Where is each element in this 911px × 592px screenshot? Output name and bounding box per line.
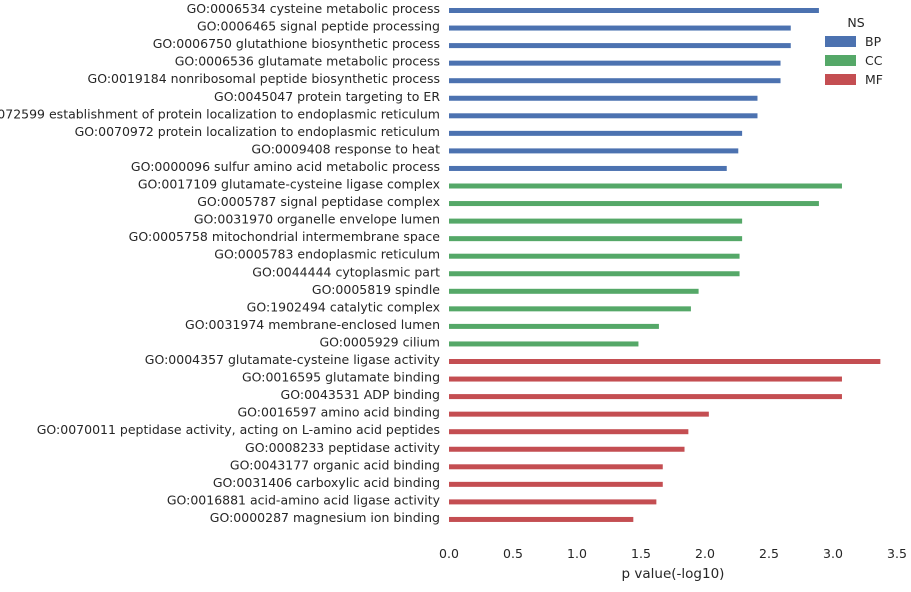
category-label: GO:0031974 membrane-enclosed lumen xyxy=(185,317,440,332)
bar-cc-17 xyxy=(449,306,691,312)
category-label: GO:0005758 mitochondrial intermembrane s… xyxy=(129,229,441,244)
category-label: GO:0031970 organelle envelope lumen xyxy=(194,212,440,227)
bar-bp-0 xyxy=(449,8,819,13)
category-labels: GO:0006534 cysteine metabolic process GO:… xyxy=(0,1,441,525)
bar-bp-1 xyxy=(449,25,791,31)
bar-bp-7 xyxy=(449,130,743,136)
x-tick-label: 0.5 xyxy=(503,546,523,561)
bar-mf-28 xyxy=(449,499,657,505)
bar-cc-10 xyxy=(449,183,842,189)
legend-swatch-bp xyxy=(825,36,856,47)
category-label: GO:0072599 establishment of protein loca… xyxy=(0,106,440,121)
category-label: GO:0016595 glutamate binding xyxy=(242,370,440,385)
bar-bp-4 xyxy=(449,78,781,84)
bar-bp-5 xyxy=(449,95,758,101)
category-label: GO:0016881 acid-amino acid ligase activi… xyxy=(167,492,441,507)
bar-cc-12 xyxy=(449,218,743,224)
category-label: GO:0017109 glutamate-cysteine ligase com… xyxy=(138,177,440,192)
bar-bp-8 xyxy=(449,148,739,154)
category-label: GO:0043531 ADP binding xyxy=(281,387,440,402)
category-label: GO:0006750 glutathione biosynthetic proc… xyxy=(153,36,440,51)
category-label: GO:0045047 protein targeting to ER xyxy=(214,89,440,104)
legend-items: BP CC MF xyxy=(825,34,883,87)
category-label: GO:1902494 catalytic complex xyxy=(247,299,440,314)
bar-mf-27 xyxy=(449,481,663,487)
bar-mf-21 xyxy=(449,376,842,382)
bar-cc-15 xyxy=(449,271,740,277)
bar-cc-14 xyxy=(449,253,740,259)
x-tick-label: 1.5 xyxy=(631,546,651,561)
legend: NS BP CC MF xyxy=(825,15,883,87)
x-tick-label: 3.5 xyxy=(887,546,907,561)
category-label: GO:0008233 peptidase activity xyxy=(245,440,441,455)
bar-cc-18 xyxy=(449,323,659,329)
x-axis-label: p value(-log10) xyxy=(622,566,725,582)
bar-bp-2 xyxy=(449,43,791,49)
bar-mf-23 xyxy=(449,411,709,417)
legend-swatch-cc xyxy=(825,55,856,66)
x-tick-label: 2.0 xyxy=(695,546,715,561)
category-label: GO:0006534 cysteine metabolic process xyxy=(187,1,440,16)
category-label: GO:0005783 endoplasmic reticulum xyxy=(214,247,440,262)
bar-bp-6 xyxy=(449,113,758,119)
category-label: GO:0016597 amino acid binding xyxy=(237,405,440,420)
x-tick-label: 0.0 xyxy=(439,546,459,561)
category-label: GO:0070972 protein localization to endop… xyxy=(75,124,440,139)
category-label: GO:0031406 carboxylic acid binding xyxy=(213,475,440,490)
bar-mf-24 xyxy=(449,429,689,435)
category-label: GO:0044444 cytoplasmic part xyxy=(252,264,440,279)
category-label: GO:0005787 signal peptidase complex xyxy=(197,194,440,209)
bar-mf-25 xyxy=(449,446,685,452)
legend-swatch-mf xyxy=(825,74,856,85)
bar-bp-3 xyxy=(449,60,781,66)
category-label: GO:0004357 glutamate-cysteine ligase act… xyxy=(145,352,441,367)
legend-title: NS xyxy=(847,15,864,30)
bar-mf-29 xyxy=(449,516,634,522)
category-label: GO:0005929 cilium xyxy=(319,334,440,349)
category-label: GO:0000096 sulfur amino acid metabolic p… xyxy=(131,159,440,174)
legend-label-bp: BP xyxy=(865,34,882,49)
bar-mf-22 xyxy=(449,394,842,400)
bar-cc-19 xyxy=(449,341,639,347)
bar-cc-11 xyxy=(449,201,819,207)
x-tick-label: 3.0 xyxy=(823,546,843,561)
category-label: GO:0006465 signal peptide processing xyxy=(197,19,440,34)
category-label: GO:0009408 response to heat xyxy=(251,141,440,156)
bars-layer xyxy=(449,8,881,522)
x-tick-label: 2.5 xyxy=(759,546,779,561)
category-label: GO:0000287 magnesium ion binding xyxy=(210,510,440,525)
x-tick-label: 1.0 xyxy=(567,546,587,561)
bar-cc-16 xyxy=(449,288,699,294)
category-label: GO:0006536 glutamate metabolic process xyxy=(175,54,440,69)
category-label: GO:0043177 organic acid binding xyxy=(230,457,440,472)
category-label: GO:0019184 nonribosomal peptide biosynth… xyxy=(88,71,440,86)
bar-cc-13 xyxy=(449,236,743,242)
bar-mf-26 xyxy=(449,464,663,470)
category-label: GO:0070011 peptidase activity, acting on… xyxy=(37,422,440,437)
bar-bp-9 xyxy=(449,165,727,171)
x-axis-ticks: 0.0 0.5 1.0 1.5 2.0 2.5 3.0 3.5 xyxy=(439,546,907,561)
legend-label-cc: CC xyxy=(865,53,883,68)
category-label: GO:0005819 spindle xyxy=(312,282,440,297)
legend-label-mf: MF xyxy=(865,72,883,87)
bar-mf-20 xyxy=(449,359,881,364)
